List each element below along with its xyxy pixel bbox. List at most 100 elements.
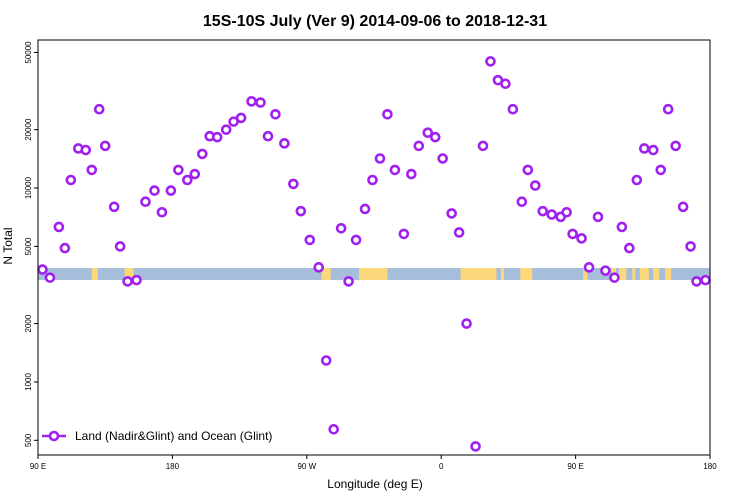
x-tick-label: 90 W bbox=[297, 462, 316, 471]
data-point bbox=[156, 206, 168, 218]
data-point bbox=[609, 272, 620, 283]
data-point bbox=[477, 140, 489, 152]
data-point bbox=[99, 140, 111, 152]
data-point bbox=[304, 234, 316, 246]
x-tick-label: 180 bbox=[703, 462, 717, 471]
legend: Land (Nadir&Glint) and Ocean (Glint) bbox=[42, 429, 272, 443]
data-point bbox=[429, 131, 441, 143]
data-point bbox=[235, 112, 247, 124]
data-point bbox=[485, 56, 496, 67]
chart-title: 15S-10S July (Ver 9) 2014-09-06 to 2018-… bbox=[203, 13, 547, 30]
data-point bbox=[453, 227, 465, 238]
y-tick-label: 1000 bbox=[24, 372, 33, 390]
data-point bbox=[131, 274, 142, 286]
land-segment bbox=[460, 268, 467, 280]
x-tick-label: 90 E bbox=[567, 462, 583, 471]
data-point bbox=[262, 130, 274, 142]
data-point bbox=[328, 423, 339, 435]
y-tick-label: 500 bbox=[24, 433, 33, 447]
y-tick-label: 20000 bbox=[24, 118, 33, 141]
land-segment bbox=[91, 268, 98, 280]
land-segment bbox=[500, 268, 504, 280]
data-point bbox=[500, 78, 511, 90]
land-segment bbox=[618, 268, 627, 280]
legend-marker-sample bbox=[48, 430, 60, 442]
data-point bbox=[65, 174, 77, 186]
data-point bbox=[522, 164, 534, 176]
data-point bbox=[670, 140, 681, 152]
y-tick-label: 50000 bbox=[24, 41, 33, 64]
data-point bbox=[220, 124, 232, 135]
land-segment bbox=[520, 268, 527, 280]
land-segment bbox=[653, 268, 660, 280]
y-tick-label: 10000 bbox=[24, 176, 33, 199]
data-point bbox=[182, 174, 193, 186]
data-point bbox=[165, 185, 177, 196]
data-point bbox=[561, 206, 572, 218]
data-point bbox=[507, 103, 519, 115]
data-point bbox=[149, 185, 160, 196]
land-segment bbox=[632, 268, 636, 280]
data-point bbox=[189, 168, 201, 180]
legend-label: Land (Nadir&Glint) and Ocean (Glint) bbox=[75, 429, 272, 443]
data-point bbox=[406, 168, 417, 180]
plot-frame bbox=[37, 39, 711, 456]
data-point bbox=[647, 144, 659, 156]
data-point bbox=[382, 109, 393, 120]
data-point bbox=[662, 103, 674, 115]
data-point bbox=[583, 262, 595, 273]
data-point bbox=[320, 355, 332, 366]
data-point bbox=[295, 205, 307, 217]
data-point bbox=[616, 221, 628, 233]
data-point bbox=[270, 109, 281, 120]
data-point bbox=[343, 276, 354, 287]
x-tick-label: 90 E bbox=[30, 462, 46, 471]
data-point bbox=[108, 201, 120, 213]
x-tick-label: 180 bbox=[166, 462, 180, 471]
data-point bbox=[600, 265, 611, 276]
data-point bbox=[461, 318, 472, 329]
data-point bbox=[255, 97, 266, 108]
y-tick-label: 5000 bbox=[24, 237, 33, 255]
data-point bbox=[446, 208, 457, 219]
land-segment bbox=[524, 268, 533, 280]
data-point bbox=[546, 209, 558, 220]
data-point bbox=[140, 196, 151, 208]
data-point bbox=[246, 96, 257, 107]
land-segment bbox=[321, 268, 325, 280]
land-segment bbox=[359, 268, 388, 280]
data-point bbox=[624, 242, 635, 254]
data-point bbox=[211, 131, 223, 143]
data-point bbox=[413, 140, 425, 152]
data-point bbox=[359, 203, 371, 215]
data-point bbox=[592, 211, 604, 223]
data-point bbox=[53, 221, 65, 233]
data-point bbox=[389, 164, 401, 176]
data-point bbox=[59, 242, 71, 254]
data-point bbox=[80, 144, 92, 156]
data-point bbox=[367, 174, 378, 186]
y-axis-label: N Total bbox=[1, 227, 15, 264]
data-point bbox=[86, 164, 98, 176]
data-point bbox=[398, 228, 410, 240]
data-point bbox=[529, 180, 541, 191]
x-axis-label: Longitude (deg E) bbox=[327, 477, 422, 491]
axis-ticks: 90 E 180 90 W 0 90 E 180 500 1000 2000 5000 10000 2… bbox=[24, 41, 717, 471]
data-point bbox=[470, 441, 481, 452]
data-point bbox=[93, 103, 105, 115]
data-point bbox=[700, 274, 711, 286]
data-point bbox=[638, 143, 650, 154]
data-point bbox=[437, 153, 448, 164]
data-point bbox=[691, 276, 702, 287]
data-point bbox=[576, 233, 587, 244]
data-point bbox=[44, 272, 56, 283]
data-point bbox=[122, 276, 133, 287]
data-point bbox=[196, 148, 208, 160]
data-point bbox=[631, 174, 643, 186]
land-segment bbox=[665, 268, 672, 280]
data-point bbox=[516, 196, 528, 208]
data-point bbox=[677, 201, 689, 213]
x-tick-label: 0 bbox=[439, 462, 444, 471]
data-point bbox=[335, 222, 347, 234]
